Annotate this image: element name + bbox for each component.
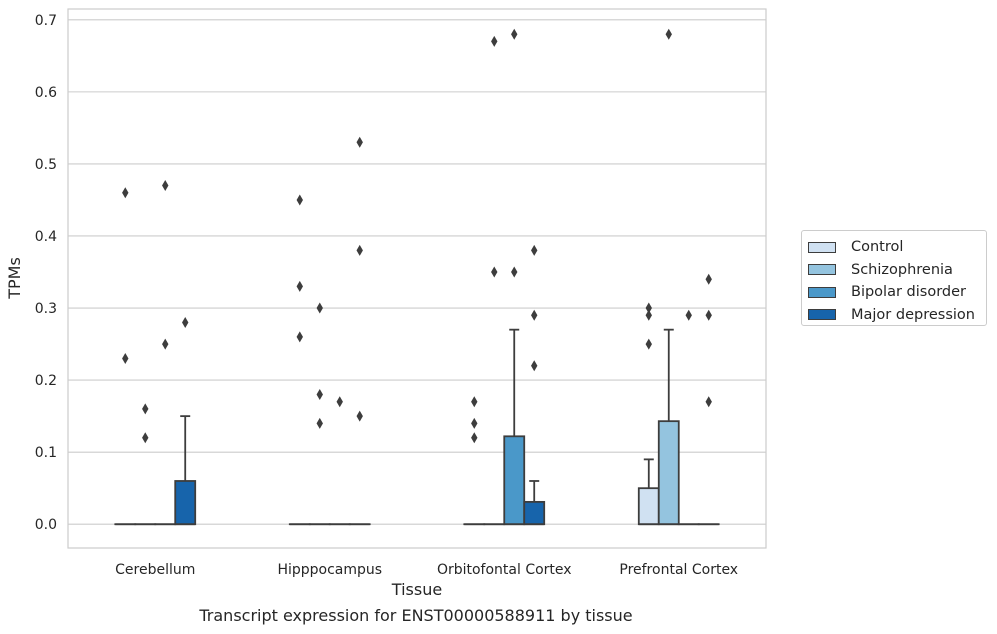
legend-label-major-depression: Major depression	[851, 306, 975, 323]
box-body	[637, 487, 660, 526]
legend: Control Schizophrenia Bipolar disorder M…	[801, 230, 987, 326]
box-schizophrenia	[657, 28, 680, 526]
y-tick-label: 0.2	[35, 373, 57, 389]
outlier-point	[162, 338, 169, 350]
box-schizophrenia	[134, 403, 157, 526]
outlier-point	[316, 302, 323, 314]
y-tick-label: 0.3	[35, 301, 57, 317]
box-control	[637, 302, 660, 526]
legend-label-schizophrenia: Schizophrenia	[851, 261, 953, 278]
outlier-point	[316, 389, 323, 401]
x-tick-label: Prefrontal Cortex	[619, 562, 738, 578]
box-control	[114, 187, 137, 526]
outlier-point	[142, 432, 149, 444]
legend-item-schizophrenia: Schizophrenia	[808, 259, 980, 282]
outlier-point	[356, 244, 363, 256]
outlier-point	[645, 302, 652, 314]
outlier-point	[491, 35, 498, 47]
outlier-point	[182, 316, 189, 328]
box-body	[174, 480, 197, 526]
legend-item-major-depression: Major depression	[808, 304, 980, 327]
outlier-point	[491, 266, 498, 278]
outlier-point	[296, 280, 303, 292]
outlier-point	[296, 194, 303, 206]
legend-label-bipolar-disorder: Bipolar disorder	[851, 284, 966, 301]
outlier-point	[471, 417, 478, 429]
legend-item-control: Control	[808, 236, 980, 259]
box-schizophrenia	[483, 35, 506, 526]
outlier-point	[122, 352, 129, 364]
x-axis-label: Tissue	[391, 580, 442, 599]
outlier-point	[356, 410, 363, 422]
legend-swatch-schizophrenia	[808, 264, 836, 276]
outlier-point	[685, 309, 692, 321]
legend-swatch-major-depression	[808, 309, 836, 321]
box-major-depression	[348, 136, 371, 526]
x-tick-label: Hipppocampus	[277, 562, 382, 578]
outlier-point	[162, 180, 169, 192]
outlier-point	[296, 331, 303, 343]
legend-swatch-control	[808, 241, 836, 253]
outlier-point	[122, 187, 129, 199]
outlier-point	[531, 309, 538, 321]
y-tick-label: 0.1	[35, 445, 57, 461]
box-major-depression	[523, 244, 546, 526]
outlier-point	[705, 309, 712, 321]
box-body	[523, 500, 546, 526]
chart-caption: Transcript expression for ENST0000058891…	[199, 606, 633, 625]
outlier-point	[336, 396, 343, 408]
legend-label-control: Control	[851, 239, 904, 256]
box-schizophrenia	[308, 302, 331, 526]
boxes	[114, 28, 720, 526]
outlier-point	[531, 244, 538, 256]
outlier-point	[645, 338, 652, 350]
x-tick-label: Cerebellum	[115, 562, 195, 578]
outlier-point	[665, 28, 672, 40]
box-body	[503, 435, 526, 526]
axis-ticks: 0.0 0.1 0.2 0.3 0.4 0.5 0.6 0.7 Cerebellum Hipppo…	[35, 13, 738, 578]
plot-frame	[67, 8, 767, 549]
box-bipolar-disorder	[328, 396, 351, 526]
outlier-point	[705, 273, 712, 285]
y-tick-label: 0.7	[35, 13, 57, 29]
box-body	[657, 420, 680, 526]
outlier-point	[705, 396, 712, 408]
outlier-point	[316, 417, 323, 429]
y-axis-label: TPMs	[5, 257, 24, 300]
outlier-point	[531, 360, 538, 372]
box-bipolar-disorder	[154, 180, 177, 526]
box-control	[463, 396, 486, 526]
outlier-point	[356, 136, 363, 148]
box-major-depression	[174, 316, 197, 526]
y-tick-label: 0.4	[35, 229, 57, 245]
box-bipolar-disorder	[503, 28, 526, 526]
outlier-point	[511, 28, 518, 40]
box-bipolar-disorder	[677, 309, 700, 526]
legend-item-bipolar-disorder: Bipolar disorder	[808, 281, 980, 304]
outlier-point	[142, 403, 149, 415]
outlier-point	[645, 309, 652, 321]
y-tick-label: 0.0	[35, 517, 57, 533]
outlier-point	[471, 432, 478, 444]
x-tick-label: Orbitofontal Cortex	[437, 562, 572, 578]
y-tick-label: 0.5	[35, 157, 57, 173]
y-tick-label: 0.6	[35, 85, 57, 101]
box-control	[288, 194, 311, 526]
outlier-point	[511, 266, 518, 278]
outlier-point	[471, 396, 478, 408]
legend-swatch-bipolar-disorder	[808, 286, 836, 298]
box-major-depression	[697, 273, 720, 526]
